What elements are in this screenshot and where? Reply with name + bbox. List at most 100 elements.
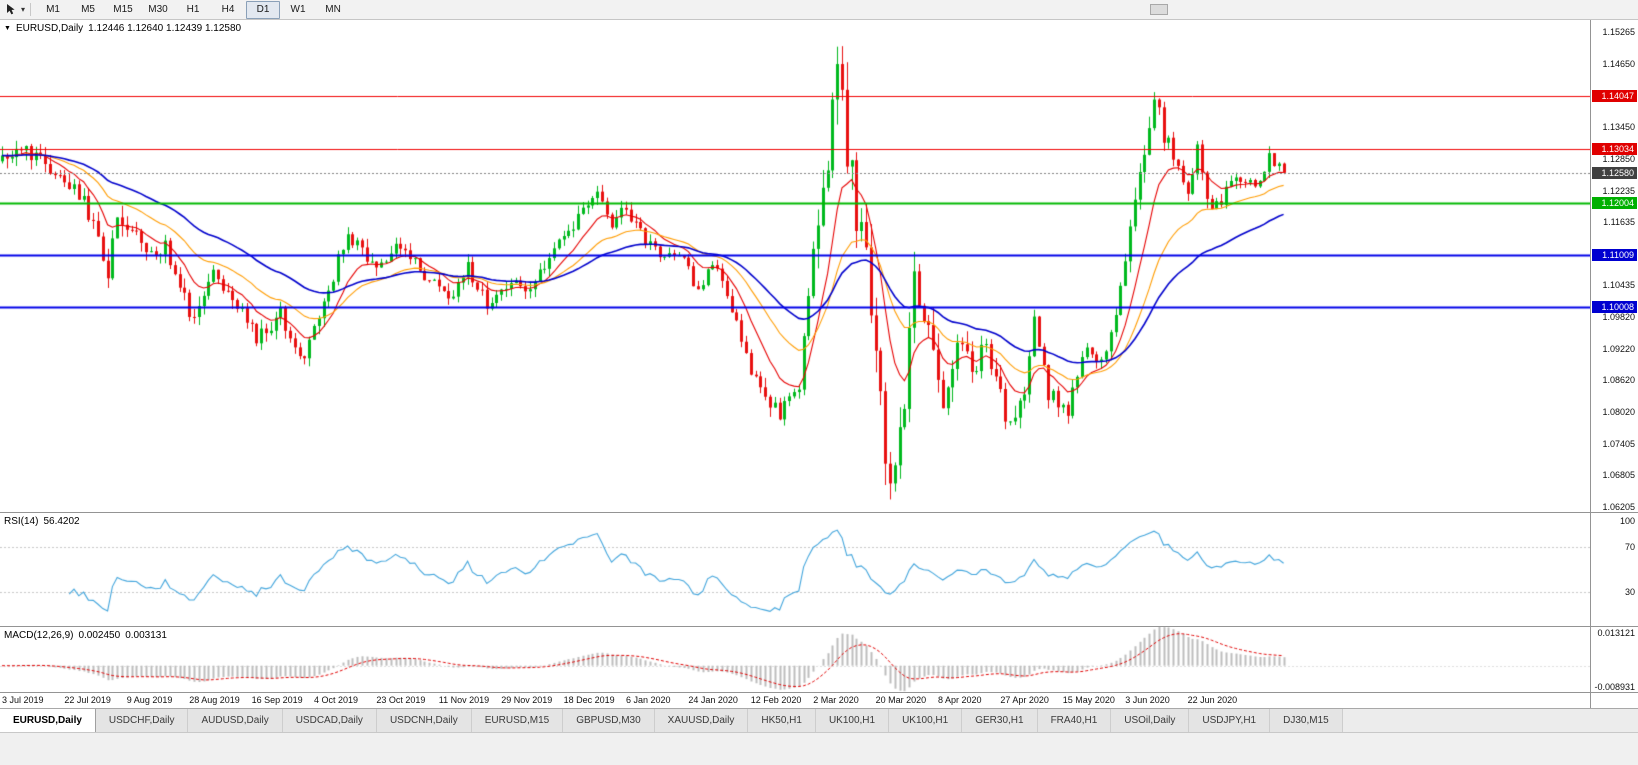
date-label: 16 Sep 2019: [251, 695, 303, 705]
price-tick-label: 30: [1624, 587, 1635, 598]
date-label: 15 May 2020: [1062, 695, 1115, 705]
date-label: 4 Oct 2019: [314, 695, 359, 705]
date-label: 28 Aug 2019: [189, 695, 240, 705]
timeframe-button-m15[interactable]: M15: [113, 4, 133, 15]
chart-tab-usoil-daily[interactable]: USOil,Daily: [1111, 709, 1190, 732]
timeframe-button-m5[interactable]: M5: [81, 4, 95, 15]
price-tick-label: 1.12235: [1602, 185, 1635, 196]
triangle-down-icon: ▼: [4, 24, 11, 32]
chevron-down-icon[interactable]: ▾: [21, 5, 26, 14]
chart-title: ▼ EURUSD,Daily 1.12446 1.12640 1.12439 1…: [4, 23, 241, 34]
timeframe-button-h4[interactable]: H4: [221, 4, 235, 15]
rsi-indicator-pane[interactable]: RSI(14) 56.4202 100 70 30: [0, 512, 1638, 626]
chart-tab-hk50-h1[interactable]: HK50,H1: [748, 709, 816, 732]
chart-cursor-icon[interactable]: [3, 2, 19, 18]
chart-tab-usdjpy-h1[interactable]: USDJPY,H1: [1189, 709, 1271, 732]
chart-tab-eurusd-daily[interactable]: EURUSD,Daily: [0, 709, 96, 732]
toolbar-separator: [30, 3, 32, 16]
timeframe-button-w1[interactable]: W1: [290, 4, 306, 15]
timeframe-button-d1[interactable]: D1: [246, 0, 281, 19]
rsi-axis[interactable]: 100 70 30: [1590, 513, 1638, 626]
macd-axis[interactable]: 0.013121 -0.008931: [1590, 627, 1638, 692]
rsi-name: RSI(14): [4, 516, 39, 527]
date-label: 22 Jun 2020: [1187, 695, 1238, 705]
chart-tab-uk100-h1[interactable]: UK100,H1: [815, 709, 890, 732]
date-label: 12 Feb 2020: [750, 695, 802, 705]
current-price-badge: 1.12580: [1592, 166, 1637, 179]
date-label: 23 Oct 2019: [376, 695, 426, 705]
timeframe-button-m1[interactable]: M1: [46, 4, 60, 15]
chart-tab-uk100-h1[interactable]: UK100,H1: [889, 709, 963, 732]
date-label: 2 Mar 2020: [813, 695, 859, 705]
price-tick-label: 1.11635: [1603, 217, 1635, 228]
price-level-badge: 1.14047: [1592, 90, 1637, 103]
date-label: 27 Apr 2020: [1000, 695, 1049, 705]
chart-tab-usdcnh-daily[interactable]: USDCNH,Daily: [376, 709, 472, 732]
chart-tab-usdchf-daily[interactable]: USDCHF,Daily: [95, 709, 189, 732]
price-level-badge: 1.11009: [1592, 249, 1637, 262]
price-chart-pane[interactable]: ▼ EURUSD,Daily 1.12446 1.12640 1.12439 1…: [0, 20, 1638, 512]
date-label: 24 Jan 2020: [688, 695, 738, 705]
date-label: 29 Nov 2019: [501, 695, 553, 705]
date-label: 8 Apr 2020: [938, 695, 982, 705]
price-tick-label: 1.09820: [1602, 312, 1635, 323]
macd-title: MACD(12,26,9) 0.002450 0.003131: [4, 630, 167, 641]
date-label: 18 Dec 2019: [563, 695, 615, 705]
price-tick-label: 1.14650: [1602, 59, 1635, 70]
price-level-badge: 1.13034: [1592, 143, 1637, 156]
timeframe-buttons: M1 M5 M15 M30 H1 H4 D1 W1 MN: [36, 0, 350, 19]
time-axis[interactable]: 3 Jul 2019 22 Jul 2019 9 Aug 2019 28 Aug 20…: [0, 692, 1638, 708]
price-tick-label: 70: [1624, 541, 1635, 552]
chart-symbol-period: EURUSD,Daily: [15, 23, 84, 34]
price-tick-label: 1.12850: [1602, 153, 1635, 164]
rsi-chart[interactable]: [0, 513, 1590, 626]
chart-tab-xauusd-daily[interactable]: XAUUSD,Daily: [654, 709, 749, 732]
price-tick-label: 100: [1619, 516, 1635, 526]
price-tick-label: 0.013121: [1597, 628, 1635, 638]
timeframe-button-mn[interactable]: MN: [325, 4, 341, 15]
chart-tab-usdcad-daily[interactable]: USDCAD,Daily: [282, 709, 377, 732]
price-axis[interactable]: 1.15265 1.14650 1.13450 1.12850 1.12235 1.116…: [1590, 20, 1638, 512]
chart-tab-audusd-daily[interactable]: AUDUSD,Daily: [188, 709, 283, 732]
timeframe-button-h1[interactable]: H1: [186, 4, 200, 15]
chart-tab-ger30-h1[interactable]: GER30,H1: [962, 709, 1038, 732]
chart-ohlc-values: 1.12446 1.12640 1.12439 1.12580: [88, 23, 242, 34]
panel-handle[interactable]: [1150, 4, 1168, 15]
date-label: 11 Nov 2019: [438, 695, 490, 705]
candlestick-chart[interactable]: [0, 20, 1590, 512]
price-tick-label: 1.10435: [1602, 280, 1635, 291]
price-level-badge: 1.10008: [1592, 301, 1637, 314]
rsi-title: RSI(14) 56.4202: [4, 516, 80, 527]
macd-name: MACD(12,26,9): [4, 630, 74, 641]
chart-tab-eurusd-m15[interactable]: EURUSD,M15: [471, 709, 564, 732]
chart-tab-dj30-m15[interactable]: DJ30,M15: [1270, 709, 1343, 732]
date-label: 22 Jul 2019: [64, 695, 111, 705]
chart-tab-bar: EURUSD,Daily USDCHF,Daily AUDUSD,Daily USDC…: [0, 708, 1638, 732]
macd-value: 0.002450: [78, 630, 121, 641]
timeframe-button-m30[interactable]: M30: [148, 4, 168, 15]
price-tick-label: 1.08020: [1602, 406, 1635, 417]
price-tick-label: 1.08620: [1602, 375, 1635, 386]
chart-tab-fra40-h1[interactable]: FRA40,H1: [1037, 709, 1112, 732]
price-tick-label: 1.15265: [1602, 27, 1635, 38]
price-tick-label: -0.008931: [1594, 682, 1635, 692]
date-label: 3 Jun 2020: [1125, 695, 1170, 705]
price-tick-label: 1.06205: [1602, 501, 1635, 512]
time-axis-corner: [1590, 693, 1638, 708]
price-tick-label: 1.09220: [1602, 343, 1635, 354]
price-tick-label: 1.13450: [1602, 122, 1635, 133]
status-bar: [0, 732, 1638, 765]
price-tick-label: 1.07405: [1602, 438, 1635, 449]
rsi-value: 56.4202: [43, 516, 80, 527]
date-label: 9 Aug 2019: [126, 695, 173, 705]
macd-chart[interactable]: [0, 627, 1590, 692]
price-tick-label: 1.06805: [1602, 470, 1635, 481]
macd-indicator-pane[interactable]: MACD(12,26,9) 0.002450 0.003131 0.013121…: [0, 626, 1638, 692]
macd-signal-value: 0.003131: [125, 630, 167, 641]
date-label: 20 Mar 2020: [875, 695, 927, 705]
chart-tab-gbpusd-m30[interactable]: GBPUSD,M30: [563, 709, 655, 732]
price-level-badge: 1.12004: [1592, 196, 1637, 209]
date-label: 3 Jul 2019: [2, 695, 44, 705]
timeframe-toolbar: ▾ M1 M5 M15 M30 H1 H4 D1 W1 MN: [0, 0, 1638, 20]
